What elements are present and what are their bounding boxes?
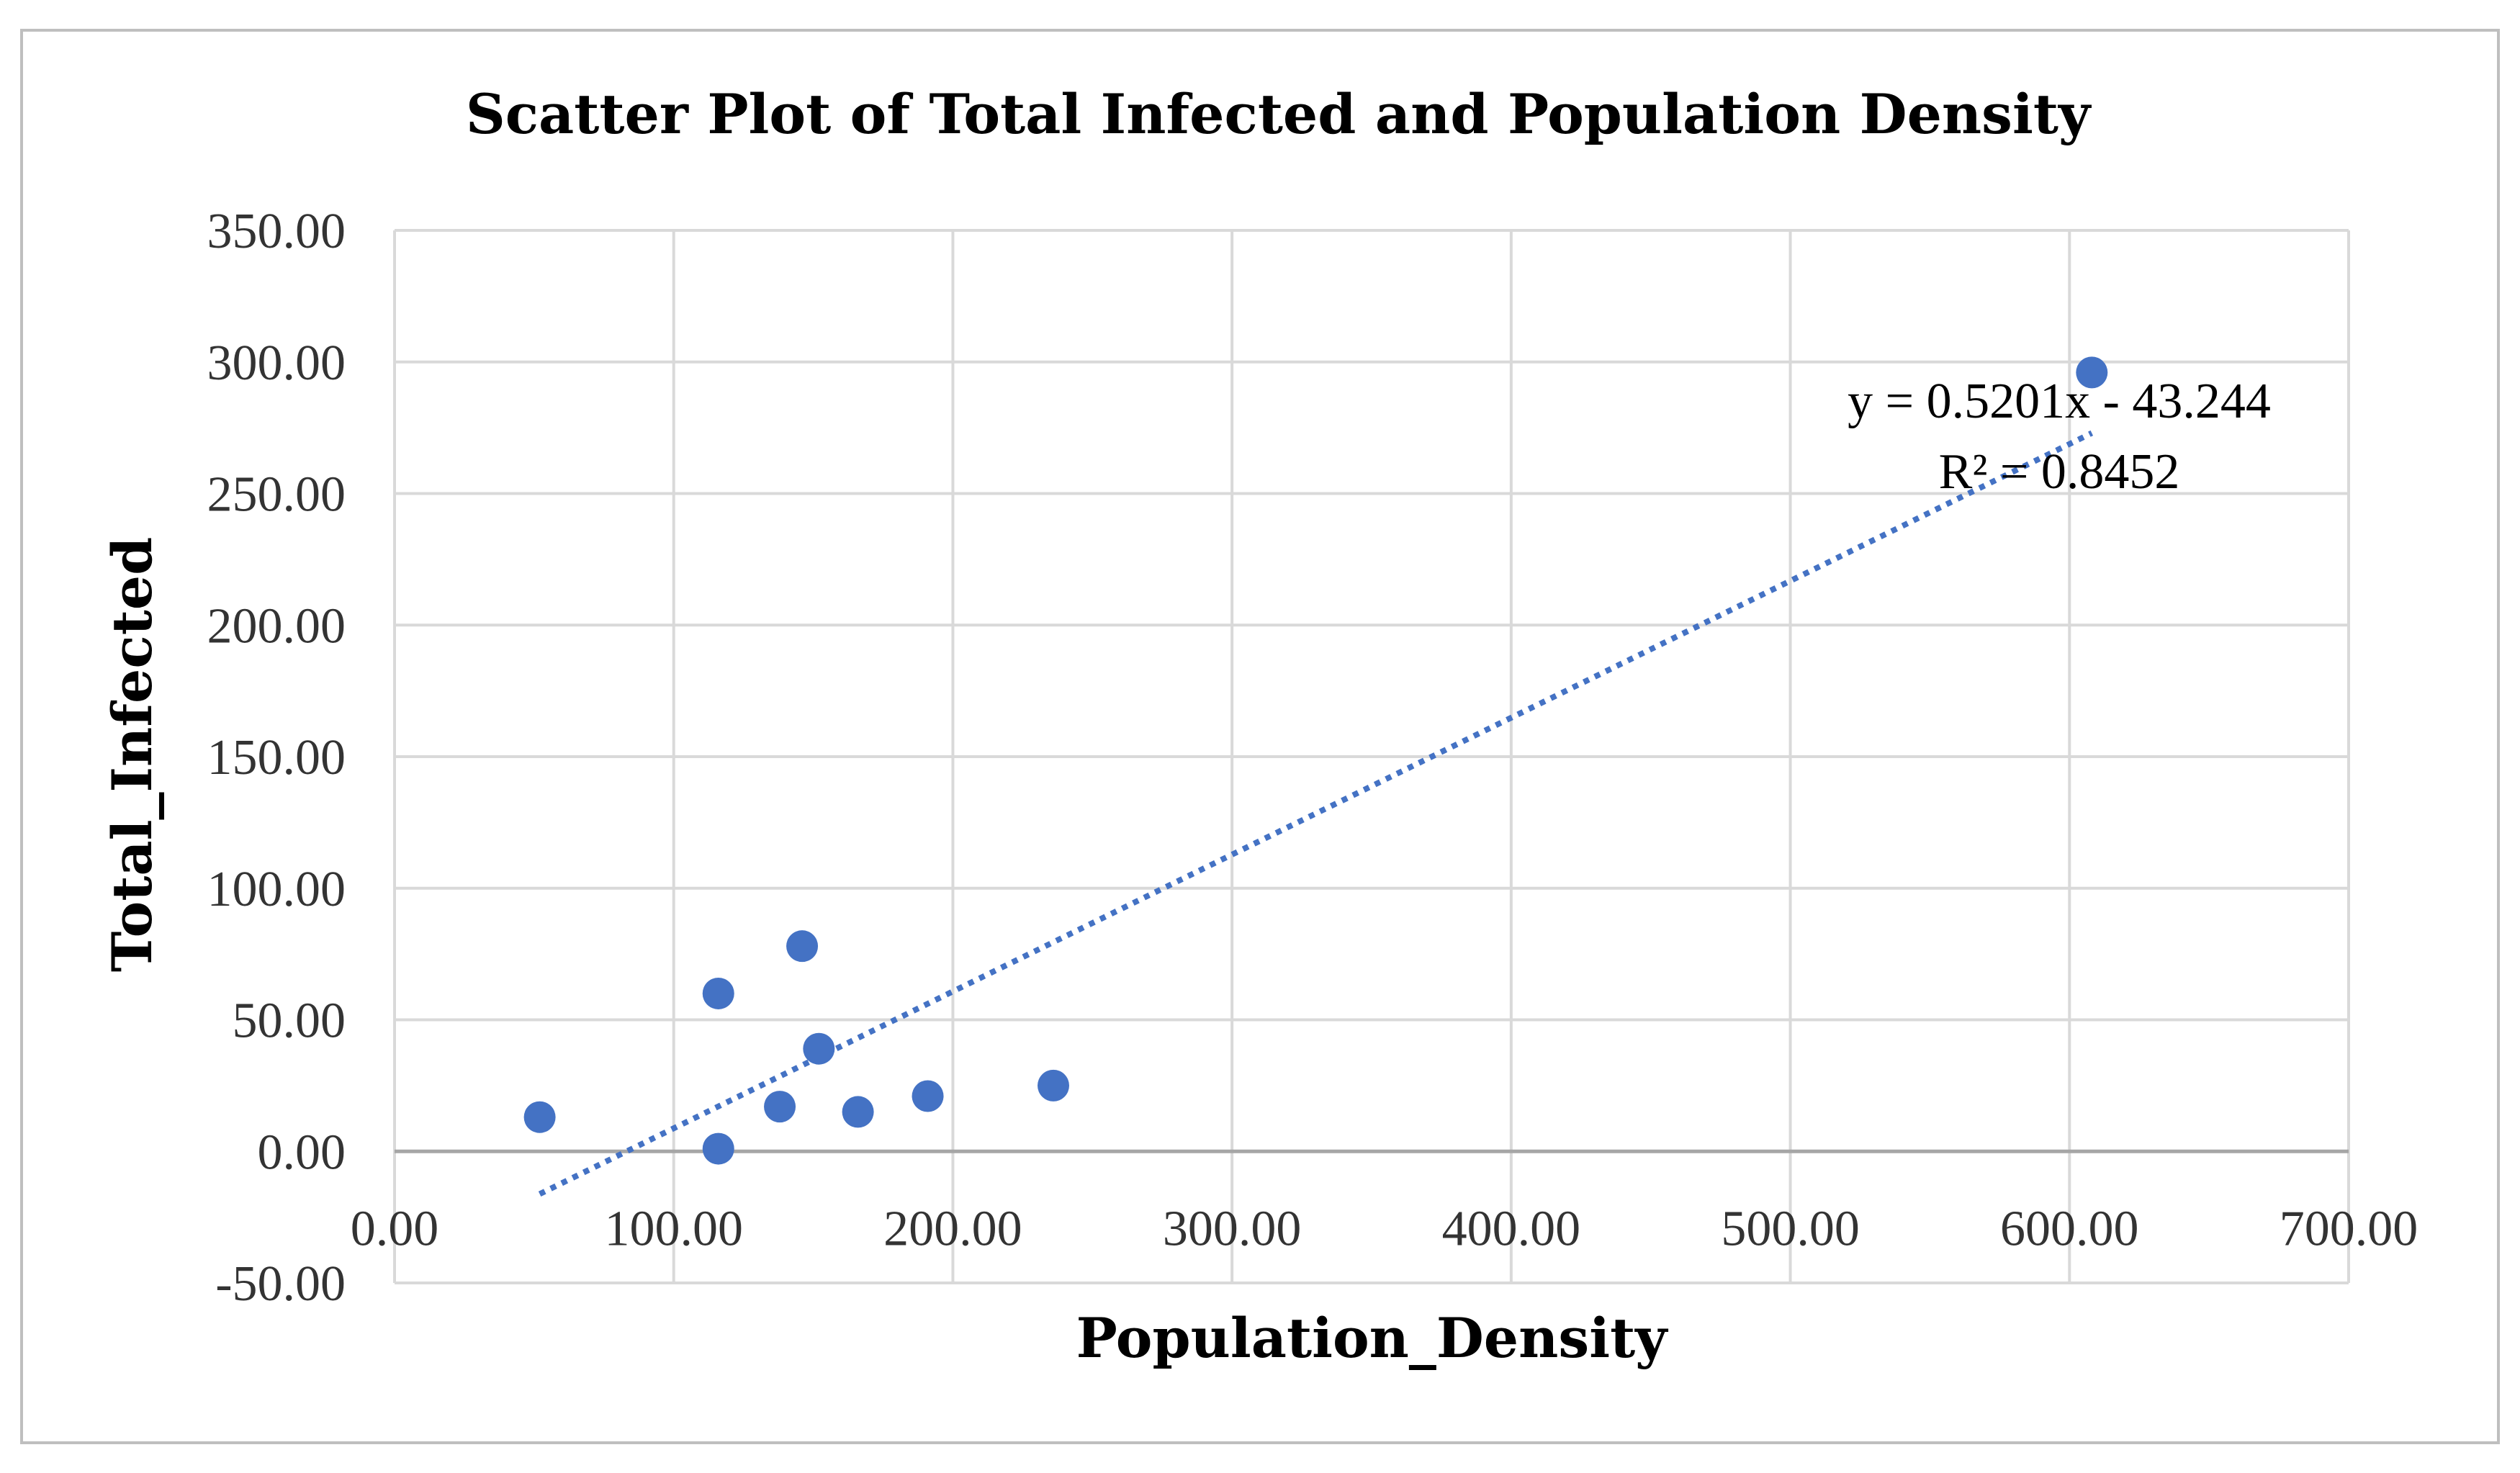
y-tick-label: -50.00 (215, 1256, 346, 1312)
y-tick-labels: -50.00 0.00 50.00 100.00 150.00 200.00 250.00 3… (207, 204, 346, 1312)
x-tick-label: 400.00 (1442, 1201, 1581, 1256)
data-point (803, 1032, 835, 1065)
x-tick-label: 600.00 (2000, 1201, 2139, 1256)
data-point (764, 1091, 796, 1123)
y-tick-label: 200.00 (207, 598, 346, 654)
data-point (912, 1080, 944, 1112)
y-tick-label: 0.00 (258, 1125, 346, 1180)
data-point (2076, 356, 2108, 389)
data-point (1038, 1069, 1070, 1102)
y-tick-label: 150.00 (207, 730, 346, 785)
chart-title: Scatter Plot of Total Infected and Popul… (466, 82, 2092, 146)
data-points (523, 356, 2108, 1165)
y-tick-label: 350.00 (207, 204, 346, 259)
x-tick-label: 500.00 (1721, 1201, 1860, 1256)
y-tick-label: 50.00 (233, 994, 346, 1049)
y-tick-label: 100.00 (207, 862, 346, 917)
data-point (786, 930, 819, 963)
x-tick-labels: 0.00 100.00 200.00 300.00 400.00 500.00 600.00… (351, 1201, 2418, 1256)
y-tick-label: 250.00 (207, 467, 346, 523)
data-point (702, 977, 734, 1009)
x-tick-label: 200.00 (883, 1201, 1022, 1256)
y-tick-label: 300.00 (207, 335, 346, 391)
x-axis-title: Population_Density (1076, 1306, 1669, 1370)
chart-frame (20, 29, 2500, 1444)
x-tick-label: 700.00 (2280, 1201, 2418, 1256)
y-axis-title: Total_Infected (100, 537, 164, 972)
x-tick-label: 300.00 (1163, 1201, 1302, 1256)
x-tick-label: 100.00 (604, 1201, 743, 1256)
data-point (702, 1132, 734, 1165)
x-tick-label: 0.00 (351, 1201, 439, 1256)
trendline-equation: y = 0.5201x - 43.244 (1848, 374, 2271, 429)
data-point (842, 1096, 874, 1128)
trendline-r-squared: R² = 0.8452 (1939, 444, 2180, 500)
data-point (523, 1101, 556, 1133)
